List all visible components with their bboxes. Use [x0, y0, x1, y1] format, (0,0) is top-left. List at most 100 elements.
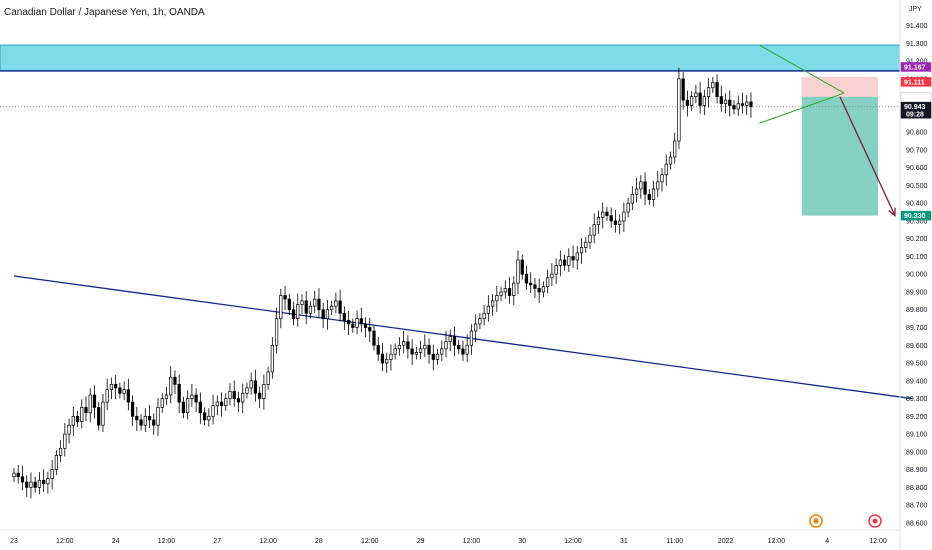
- candle-body: [63, 433, 67, 449]
- candle-body: [211, 405, 215, 417]
- candles-layer: [12, 67, 753, 499]
- candle: [558, 250, 562, 277]
- candle-body: [258, 392, 262, 399]
- candle: [224, 393, 228, 411]
- candle-body: [673, 140, 677, 158]
- currency-label-text: JPY: [909, 6, 922, 13]
- price-tick-label: 90.000: [906, 272, 928, 279]
- time-axis[interactable]: 23 12:00 24 12:00 27 12:00 28 12:00 29 12:00 30 12:…: [0, 514, 900, 545]
- candle-body: [694, 92, 698, 97]
- candle-body: [512, 282, 516, 296]
- candle-body: [728, 99, 732, 106]
- candle-body: [245, 387, 249, 394]
- price-tick-label: 90.700: [906, 147, 928, 154]
- candle: [427, 338, 431, 364]
- candle: [262, 374, 266, 410]
- currency-label: JPY: [909, 6, 922, 13]
- candle: [431, 344, 435, 371]
- candle-body: [164, 394, 169, 399]
- candle: [58, 440, 63, 463]
- time-tick-label: 11:00: [666, 538, 683, 545]
- candle: [253, 369, 258, 402]
- candle-body: [355, 318, 359, 328]
- price-tick-label: 91.400: [906, 23, 928, 30]
- price-tick-label: 90.200: [906, 236, 928, 243]
- price-tick-label: 89.200: [906, 414, 928, 421]
- candle: [393, 343, 397, 360]
- candle-body: [490, 300, 495, 307]
- candle: [414, 347, 418, 360]
- candle-body: [575, 252, 579, 261]
- time-tick-label: 12:00: [158, 538, 176, 545]
- candle: [190, 383, 194, 407]
- price-tick-label: 88.700: [906, 503, 928, 510]
- candle-body: [139, 419, 143, 426]
- candle-body: [613, 220, 618, 225]
- candle-body: [656, 181, 660, 190]
- candle: [690, 91, 694, 111]
- candle: [342, 306, 346, 330]
- price-badge-bg: [900, 210, 932, 221]
- candle: [219, 392, 224, 417]
- candle-body: [232, 391, 236, 399]
- candle-body: [143, 415, 147, 426]
- candle-body: [296, 304, 300, 319]
- candle-body: [173, 376, 177, 385]
- candle: [12, 467, 16, 483]
- candle-body: [135, 415, 139, 421]
- candle-body: [50, 469, 54, 479]
- candle-body: [317, 298, 321, 311]
- candle: [571, 245, 575, 269]
- time-tick-label: 2022: [718, 538, 734, 545]
- candle-body: [745, 101, 749, 106]
- candle-body: [410, 348, 414, 355]
- candle: [474, 314, 478, 343]
- candle: [694, 84, 698, 104]
- candle-body: [194, 394, 198, 403]
- candle: [512, 276, 516, 306]
- candle: [258, 386, 262, 409]
- candle: [308, 300, 313, 319]
- candle-body: [105, 389, 109, 403]
- candle-body: [330, 305, 334, 311]
- candle: [609, 207, 613, 228]
- candle: [50, 460, 54, 490]
- candle-body: [300, 300, 304, 305]
- time-tick-label: 12:00: [463, 538, 481, 545]
- candle: [550, 263, 554, 286]
- time-tick-label: 28: [315, 538, 323, 545]
- candle: [291, 301, 296, 326]
- candle-body: [16, 472, 20, 478]
- candle: [681, 72, 685, 110]
- candle: [380, 343, 385, 372]
- candle-body: [546, 277, 550, 288]
- candle: [232, 380, 236, 407]
- candle-body: [618, 220, 622, 225]
- candle: [317, 288, 321, 318]
- candle: [20, 465, 25, 491]
- candle-body: [152, 419, 156, 426]
- candle: [16, 464, 20, 484]
- candle-body: [101, 401, 105, 426]
- candle: [173, 370, 177, 394]
- candle-body: [452, 336, 457, 346]
- candle-body: [529, 282, 533, 286]
- time-tick-label: 23: [10, 538, 18, 545]
- price-badge-bg: [900, 77, 932, 87]
- candle-body: [732, 105, 736, 110]
- candle-body: [541, 286, 546, 293]
- candle-body: [592, 224, 596, 236]
- price-badge: 90.330: [900, 210, 932, 221]
- time-tick-label: 4: [825, 538, 829, 545]
- price-axis[interactable]: 91.40091.30091.20091.10091.00090.90090.8…: [899, 0, 932, 550]
- candle-body: [236, 398, 241, 403]
- candle: [80, 399, 84, 429]
- candle: [469, 324, 474, 355]
- candle: [677, 67, 681, 150]
- price-badge-bg: [900, 62, 932, 72]
- candle: [92, 385, 97, 419]
- price-tick-label: 89.000: [906, 449, 928, 456]
- price-tick-label: 91.200: [906, 59, 928, 66]
- candle: [389, 344, 393, 371]
